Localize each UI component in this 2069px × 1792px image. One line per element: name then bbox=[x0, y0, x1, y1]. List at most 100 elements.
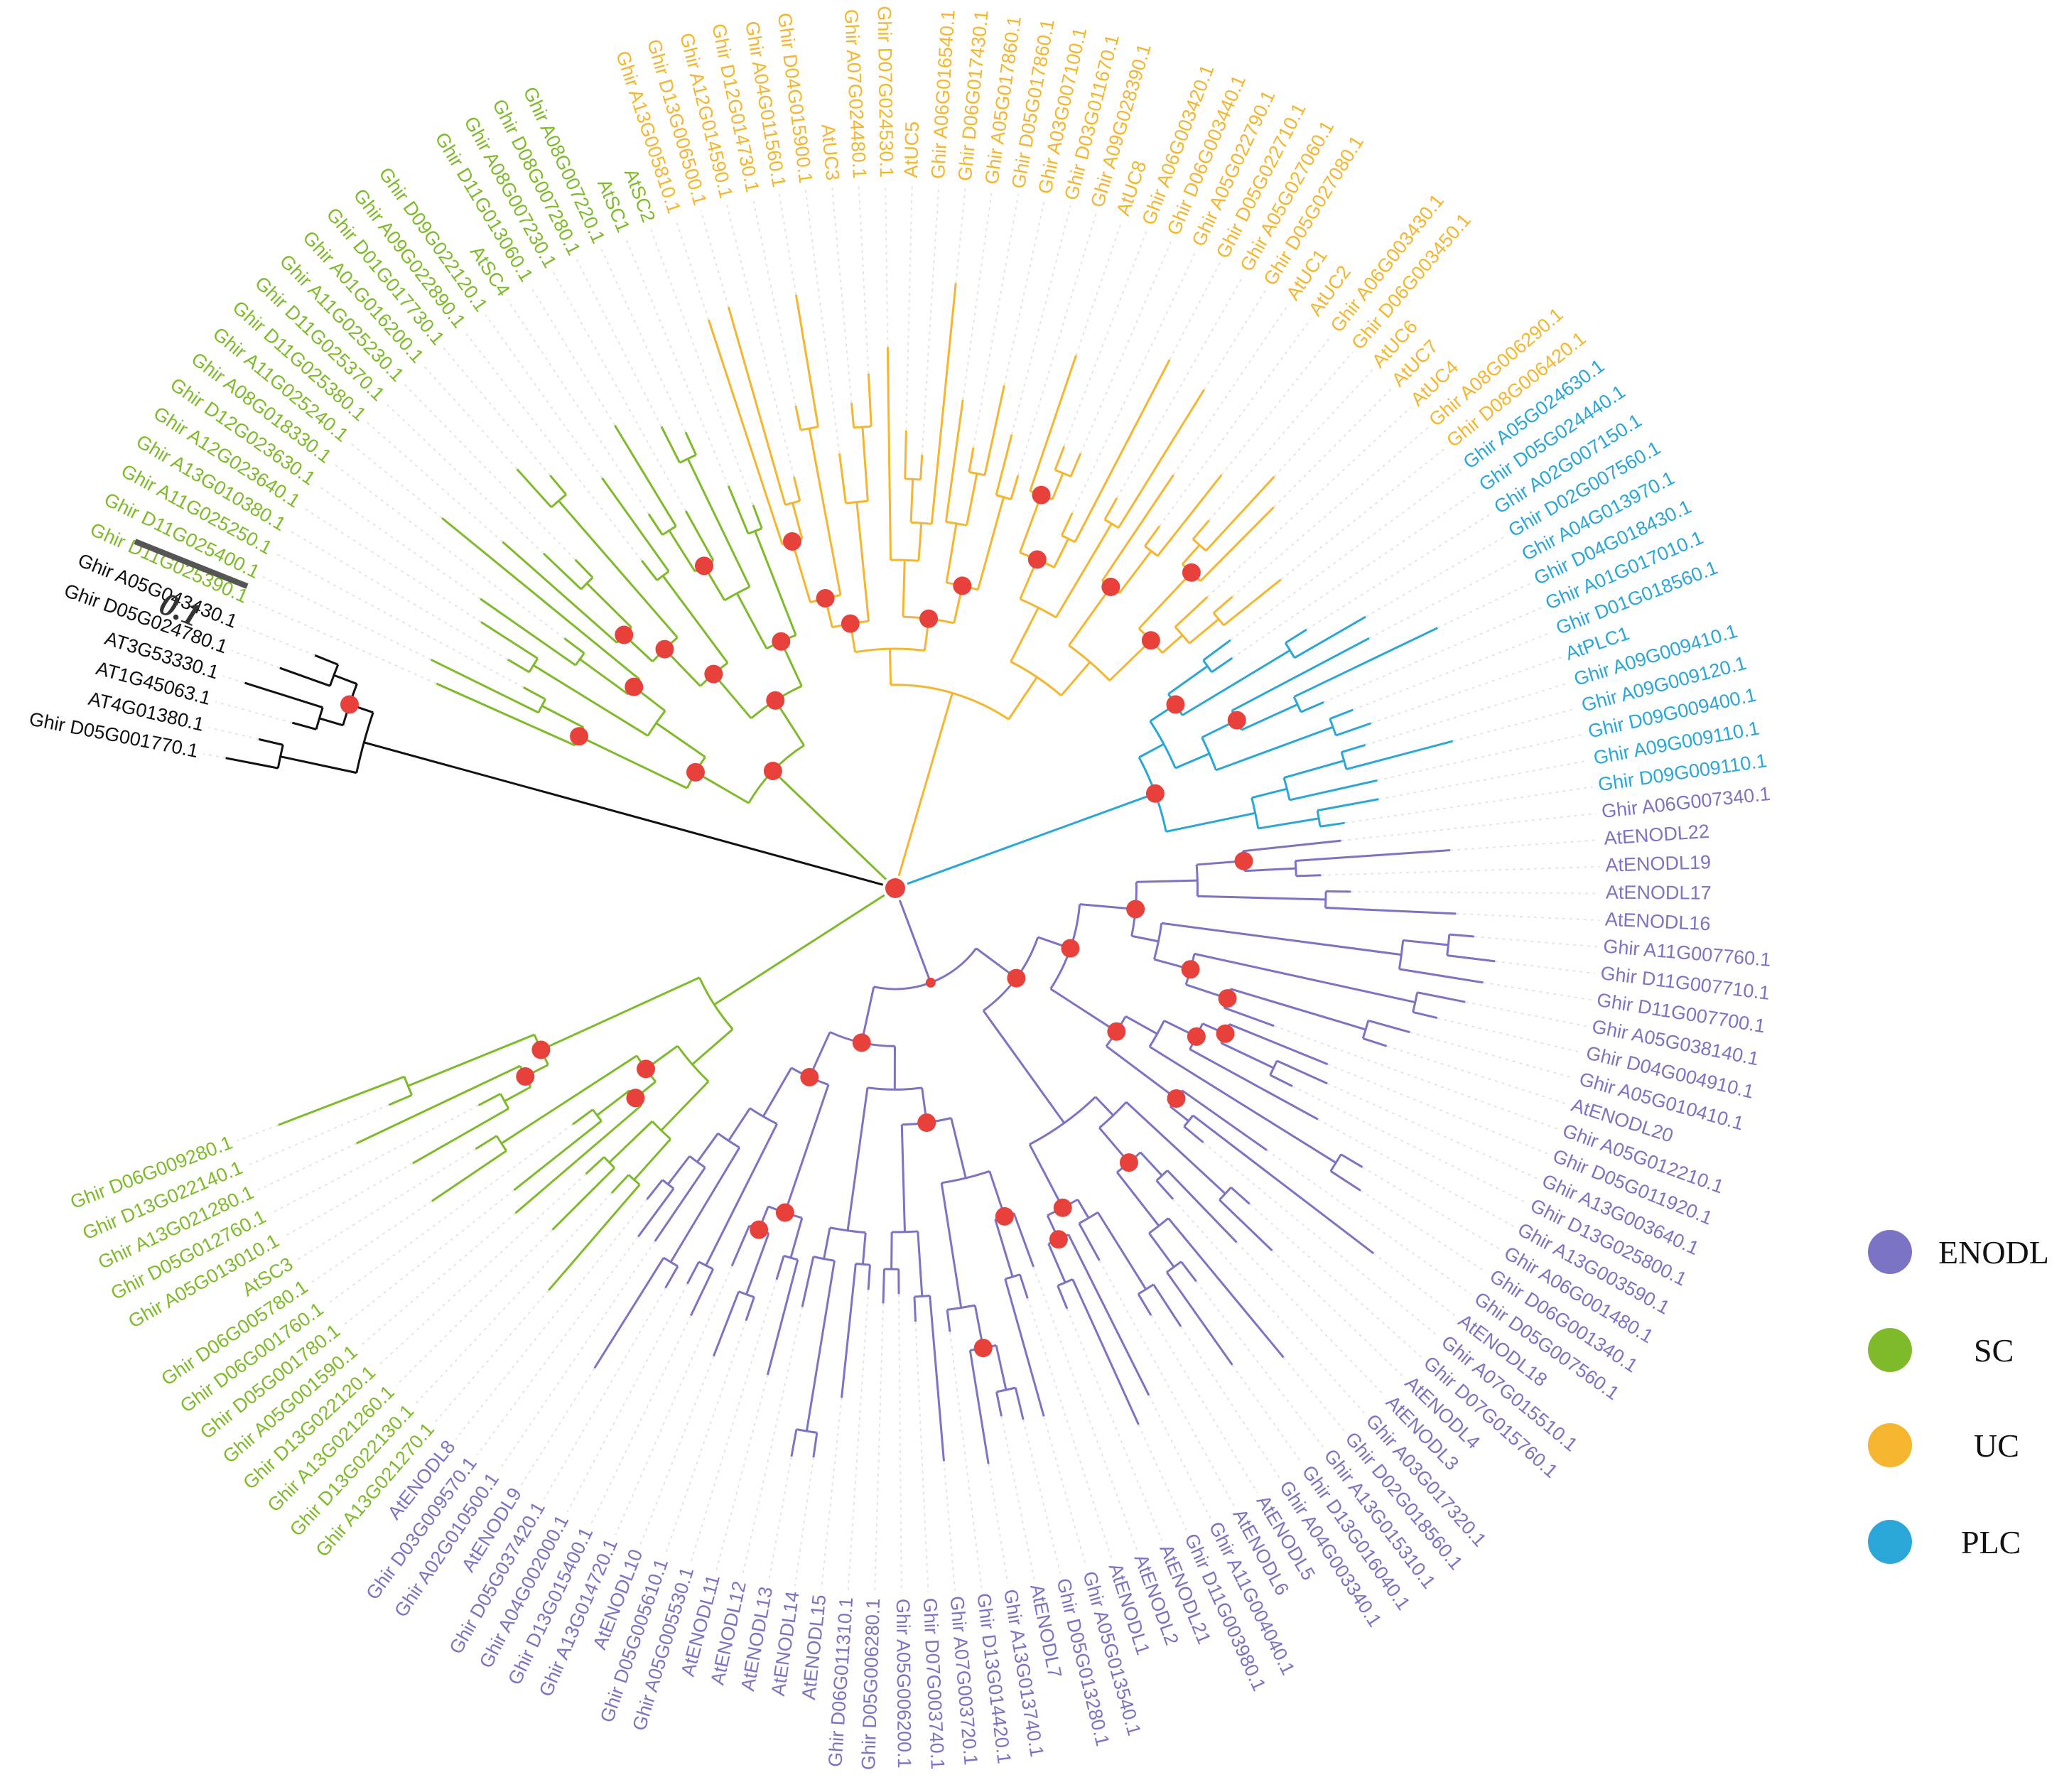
support-node bbox=[953, 576, 972, 595]
guide-line bbox=[847, 1289, 870, 1592]
branch-arc bbox=[829, 1226, 866, 1234]
branch-arc bbox=[1292, 696, 1302, 713]
branch-line bbox=[1144, 525, 1161, 547]
branch-arc bbox=[1340, 752, 1348, 770]
branch-line bbox=[727, 306, 787, 505]
branch-arc bbox=[914, 1295, 930, 1298]
guide-line bbox=[215, 701, 293, 724]
guide-line bbox=[1206, 406, 1412, 598]
guide-line bbox=[831, 185, 853, 404]
branch-line bbox=[280, 755, 357, 774]
guide-line bbox=[507, 299, 649, 515]
guide-line bbox=[1351, 890, 1600, 895]
support-node bbox=[1167, 1089, 1186, 1108]
branch-line bbox=[772, 770, 887, 880]
legend-label-sc: SC bbox=[1974, 1332, 2014, 1369]
branch-line bbox=[1019, 1274, 1029, 1299]
branch-line bbox=[1202, 639, 1231, 662]
support-node bbox=[816, 589, 835, 608]
branch-line bbox=[841, 1263, 857, 1398]
branch-arc bbox=[813, 1256, 835, 1262]
branch-line bbox=[1103, 497, 1118, 521]
support-node bbox=[1049, 1230, 1068, 1249]
guide-line bbox=[395, 1229, 553, 1386]
branch-line bbox=[1340, 1153, 1363, 1168]
leaf-label: Ghir A07G024480.1 bbox=[841, 9, 870, 179]
branch-line bbox=[1078, 1223, 1101, 1261]
branch-line bbox=[686, 458, 751, 588]
branch-line bbox=[1071, 1278, 1140, 1425]
guide-line bbox=[520, 1367, 595, 1486]
branch-line bbox=[319, 717, 344, 727]
legend-swatch-enodl bbox=[1868, 1230, 1912, 1274]
branch-line bbox=[1060, 661, 1091, 696]
branch-line bbox=[1138, 743, 1165, 759]
branch-line bbox=[356, 1064, 521, 1145]
guide-line bbox=[258, 1143, 357, 1191]
branch-arc bbox=[1201, 737, 1217, 771]
branch-line bbox=[1115, 1171, 1160, 1227]
branch-line bbox=[477, 1093, 502, 1106]
branch-line bbox=[523, 686, 546, 701]
legend-swatch-plc bbox=[1868, 1520, 1912, 1564]
branch-arc bbox=[1361, 1020, 1370, 1039]
branch-line bbox=[513, 1120, 603, 1192]
leaf-label: Ghir A05G006200.1 bbox=[892, 1599, 915, 1769]
branch-line bbox=[278, 1075, 405, 1126]
branch-line bbox=[1149, 1045, 1337, 1164]
branch-line bbox=[1205, 475, 1275, 552]
guide-line bbox=[715, 1374, 769, 1570]
branch-line bbox=[1136, 879, 1198, 883]
guide-line bbox=[921, 184, 940, 455]
support-node bbox=[570, 727, 589, 746]
legend-item-sc: SC bbox=[1868, 1328, 2014, 1372]
branch-line bbox=[669, 1147, 741, 1263]
support-node bbox=[1119, 1153, 1138, 1172]
support-node bbox=[852, 1033, 871, 1052]
support-node bbox=[1166, 695, 1185, 714]
branch-line bbox=[861, 1232, 867, 1265]
branch-line bbox=[1189, 618, 1220, 644]
guide-line bbox=[1437, 582, 1531, 629]
guide-line bbox=[1282, 1356, 1346, 1432]
guide-line bbox=[1452, 708, 1577, 743]
branch-line bbox=[574, 558, 594, 578]
branch-line bbox=[919, 454, 924, 480]
branch-line bbox=[540, 976, 701, 1051]
branch-line bbox=[1300, 701, 1324, 713]
guide-line bbox=[1202, 1141, 1439, 1338]
branch-line bbox=[258, 738, 283, 746]
guide-line bbox=[434, 1290, 549, 1423]
branch-line bbox=[1289, 779, 1378, 801]
branch-arc bbox=[698, 1261, 714, 1270]
guide-line bbox=[955, 186, 966, 284]
branch-line bbox=[735, 593, 768, 649]
dotted-guide-lines bbox=[203, 183, 1600, 1593]
branch-arc bbox=[1212, 612, 1225, 626]
branch-line bbox=[504, 1086, 531, 1103]
guide-line bbox=[1437, 1017, 1581, 1053]
support-node bbox=[1181, 960, 1200, 979]
support-node bbox=[1107, 1022, 1126, 1041]
branch-line bbox=[995, 434, 1013, 496]
guide-line bbox=[310, 1200, 433, 1284]
guide-line bbox=[316, 484, 481, 600]
legend-swatch-sc bbox=[1868, 1328, 1912, 1372]
guide-line bbox=[1273, 1025, 1558, 1130]
guide-line bbox=[885, 183, 889, 347]
branch-line bbox=[968, 447, 975, 473]
guide-line bbox=[1360, 1189, 1487, 1273]
support-node bbox=[763, 761, 782, 780]
guide-line bbox=[1231, 490, 1478, 659]
guide-line bbox=[422, 364, 518, 470]
support-node bbox=[1061, 939, 1080, 958]
branch-arc bbox=[867, 1086, 922, 1091]
branch-line bbox=[633, 1138, 671, 1181]
guide-line bbox=[1230, 468, 1463, 641]
branch-line bbox=[1295, 849, 1451, 862]
guide-line bbox=[325, 1123, 573, 1305]
branch-line bbox=[660, 426, 681, 463]
branch-line bbox=[1189, 1048, 1319, 1121]
branch-line bbox=[1319, 821, 1345, 828]
branch-line bbox=[1417, 991, 1466, 1003]
